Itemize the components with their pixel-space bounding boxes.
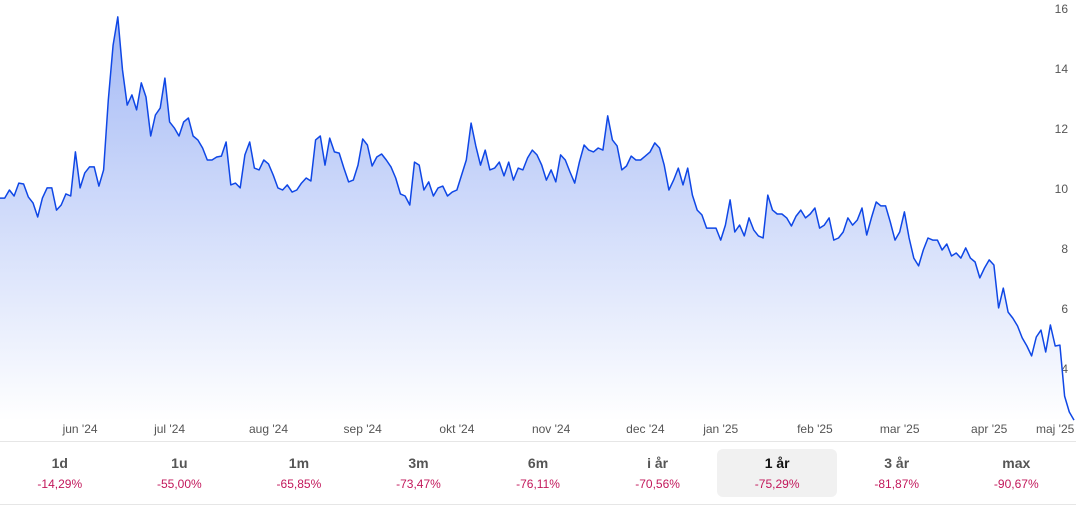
period-button[interactable]: i år -70,56% <box>598 449 718 497</box>
chart: 4 6 8 10 12 14 16 jun '24 jul '24 aug '24 sep '24 o… <box>0 2 1075 436</box>
y-tick-label: 12 <box>1055 122 1069 136</box>
period-button[interactable]: 3 år -81,87% <box>837 449 957 497</box>
x-tick-label: okt '24 <box>439 422 474 436</box>
period-change: -14,29% <box>37 477 83 491</box>
period-selector: 1d -14,29% 1u -55,00% 1m -65,85% 3m -73,47% 6m -7… <box>0 441 1076 505</box>
x-tick-label: mar '25 <box>880 422 920 436</box>
x-tick-label: jun '24 <box>62 422 98 436</box>
y-tick-label: 14 <box>1055 62 1069 76</box>
x-tick-label: nov '24 <box>532 422 571 436</box>
period-change: -73,47% <box>396 477 441 491</box>
period-button[interactable]: 1u -55,00% <box>120 449 240 497</box>
period-change: -81,87% <box>874 477 920 491</box>
period-button[interactable]: 3m -73,47% <box>359 449 479 497</box>
x-tick-label: jul '24 <box>153 422 185 436</box>
y-tick-label: 8 <box>1061 242 1068 256</box>
y-tick-label: 16 <box>1055 2 1069 16</box>
period-label: 1d <box>51 455 68 471</box>
x-tick-label: dec '24 <box>626 422 665 436</box>
price-line <box>0 16 1075 421</box>
x-tick-label: maj '25 <box>1036 422 1075 436</box>
x-tick-label: jan '25 <box>702 422 738 436</box>
period-label: max <box>1002 455 1031 471</box>
period-button[interactable]: max -90,67% <box>957 449 1076 497</box>
period-label: 3m <box>408 455 429 471</box>
period-change: -65,85% <box>276 477 322 491</box>
period-label: i år <box>647 455 669 471</box>
period-button[interactable]: 6m -76,11% <box>478 449 598 497</box>
period-label: 3 år <box>884 455 910 471</box>
x-tick-label: apr '25 <box>971 422 1008 436</box>
period-change: -55,00% <box>156 477 202 491</box>
period-button[interactable]: 1d -14,29% <box>0 449 120 497</box>
period-label: 1m <box>288 455 310 471</box>
x-tick-label: sep '24 <box>344 422 383 436</box>
y-tick-label: 4 <box>1061 362 1068 376</box>
x-tick-label: feb '25 <box>797 422 833 436</box>
y-tick-label: 6 <box>1061 302 1068 316</box>
period-label: 1u <box>171 455 188 471</box>
period-button[interactable]: 1 år -75,29% <box>717 449 837 497</box>
period-button[interactable]: 1m -65,85% <box>239 449 359 497</box>
period-change: -90,67% <box>993 477 1039 491</box>
period-label: 6m <box>527 455 549 471</box>
y-tick-label: 10 <box>1055 182 1069 196</box>
period-change: -76,11% <box>516 477 560 491</box>
x-tick-label: aug '24 <box>249 422 288 436</box>
period-change: -75,29% <box>754 477 800 491</box>
area-fill <box>0 16 1074 422</box>
period-label: 1 år <box>764 455 790 471</box>
period-change: -70,56% <box>635 477 680 491</box>
